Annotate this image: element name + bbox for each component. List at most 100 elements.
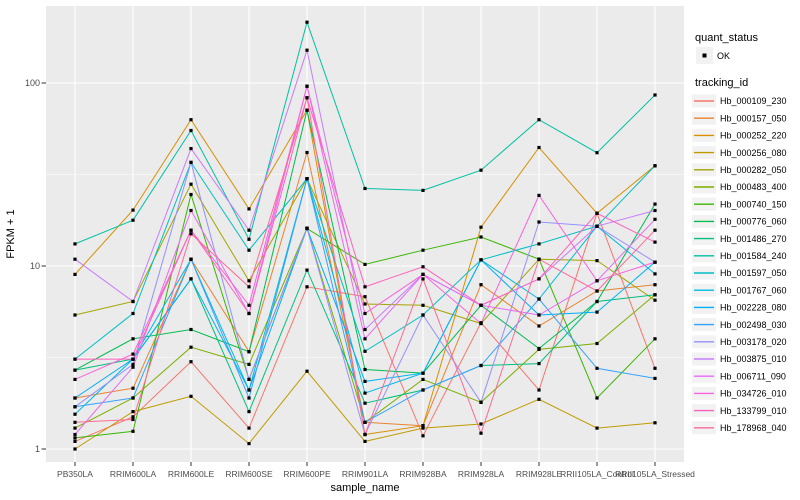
data-point	[305, 48, 309, 52]
data-point	[73, 257, 77, 261]
data-point	[653, 283, 657, 287]
data-point	[653, 93, 657, 97]
data-point	[537, 388, 541, 392]
data-point	[305, 226, 309, 230]
legend-label: Hb_000282_050	[720, 165, 787, 175]
data-point	[131, 208, 135, 212]
data-point	[595, 366, 599, 370]
legend-item-Hb_034726_010: Hb_034726_010	[692, 386, 787, 400]
data-point	[595, 151, 599, 155]
legend-item-Hb_003875_010: Hb_003875_010	[692, 352, 787, 366]
data-point	[247, 350, 251, 354]
data-point	[305, 177, 309, 181]
legend-label: Hb_001597_050	[720, 268, 787, 278]
data-point	[247, 362, 251, 366]
points-layer	[73, 20, 657, 451]
data-point	[421, 426, 425, 430]
data-point	[653, 260, 657, 264]
data-point	[305, 96, 309, 100]
data-point	[131, 386, 135, 390]
data-point	[537, 313, 541, 317]
data-point	[653, 293, 657, 297]
data-point	[73, 368, 77, 372]
data-point	[421, 424, 425, 428]
data-point	[363, 379, 367, 383]
data-point	[247, 279, 251, 283]
data-point	[537, 277, 541, 281]
data-point	[189, 147, 193, 151]
legend-items: Hb_000109_230 Hb_000157_050 Hb_000252_220 H…	[692, 94, 787, 435]
x-tick-label: RRIM928BA	[399, 469, 447, 479]
data-point	[421, 434, 425, 438]
legend-item-Hb_133799_010: Hb_133799_010	[692, 404, 787, 418]
data-point	[421, 371, 425, 375]
data-point	[305, 150, 309, 155]
data-point	[247, 377, 251, 381]
data-point	[595, 341, 599, 346]
data-point	[595, 299, 599, 304]
data-point	[595, 426, 599, 430]
data-point	[653, 240, 657, 244]
data-point	[131, 415, 135, 419]
data-point	[189, 160, 193, 164]
data-point	[363, 432, 367, 437]
data-point	[73, 432, 77, 437]
data-point	[247, 410, 251, 414]
data-point	[653, 272, 657, 276]
data-point	[363, 420, 367, 424]
y-axis-title: FPKM + 1	[5, 209, 17, 258]
data-point	[247, 248, 251, 252]
data-point	[363, 311, 367, 316]
legend-title-tracking-id: tracking_id	[695, 77, 748, 89]
plot-panel	[46, 6, 684, 462]
data-point	[363, 186, 367, 191]
data-point	[363, 349, 367, 353]
data-point	[73, 426, 77, 430]
data-point	[595, 310, 599, 314]
data-point	[305, 108, 309, 112]
data-point	[479, 303, 483, 307]
data-point	[131, 362, 135, 366]
data-point	[247, 237, 251, 241]
legend-item-Hb_000483_400: Hb_000483_400	[692, 180, 787, 194]
data-point	[131, 417, 135, 422]
data-point	[653, 366, 657, 370]
data-point	[421, 388, 425, 392]
data-point	[479, 168, 483, 172]
x-tick-label: RRII105LA_Stressed	[615, 469, 695, 479]
data-point	[537, 324, 541, 328]
data-point	[479, 431, 483, 435]
legend-item-Hb_000157_050: Hb_000157_050	[692, 111, 787, 125]
data-point	[537, 220, 541, 224]
legend-label: Hb_000256_080	[720, 148, 787, 158]
data-point	[189, 192, 193, 197]
data-point	[189, 394, 193, 398]
legend-item-Hb_001486_270: Hb_001486_270	[692, 232, 787, 246]
data-point	[421, 188, 425, 192]
legend-item-Hb_006711_090: Hb_006711_090	[692, 369, 786, 383]
legend: quant_status OK tracking_id Hb_000109_23…	[692, 32, 787, 435]
data-point	[537, 297, 541, 301]
data-point	[363, 262, 367, 266]
data-point	[479, 363, 483, 368]
data-point	[73, 357, 77, 361]
data-point	[595, 211, 599, 215]
data-point	[537, 145, 541, 150]
data-point	[247, 228, 251, 232]
x-tick-label: RRIM901LA	[342, 469, 389, 479]
data-point	[363, 302, 367, 306]
x-axis-title: sample_name	[330, 482, 399, 494]
legend-item-Hb_003178_020: Hb_003178_020	[692, 335, 787, 349]
y-tick-label: 100	[25, 78, 40, 88]
y-tick-label: 1	[35, 444, 40, 454]
axis-layer: 1 10 100 PB350LA RRIM600LA RRIM600LE RRIM600SE…	[25, 78, 695, 479]
legend-item-Hb_000256_080: Hb_000256_080	[692, 146, 787, 160]
x-tick-label: PB350LA	[57, 469, 93, 479]
data-point	[421, 377, 425, 381]
x-tick-label: RRIM928LE	[516, 469, 563, 479]
data-point	[479, 258, 483, 262]
data-point	[131, 337, 135, 341]
data-point	[653, 217, 657, 221]
legend-item-Hb_001597_050: Hb_001597_050	[692, 266, 787, 280]
data-point	[653, 228, 657, 232]
